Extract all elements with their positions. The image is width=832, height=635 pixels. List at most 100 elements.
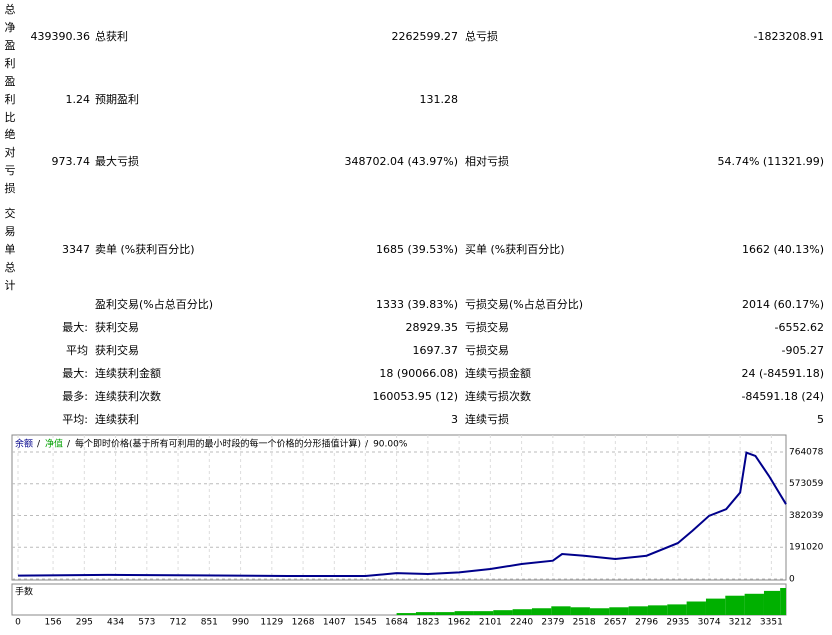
item-value: 3 (451, 413, 458, 426)
row-prefix: 最多: (62, 390, 88, 403)
x-tick-label: 3351 (760, 618, 783, 628)
row-label: 总净盈利 (4, 3, 16, 70)
item-value: -905.27 (781, 344, 824, 357)
y-tick-label: 191020 (789, 543, 824, 553)
x-tick-label: 1545 (354, 618, 377, 628)
volume-bar (396, 613, 416, 615)
item-value: 131.28 (419, 93, 459, 106)
x-tick-label: 573 (138, 618, 155, 628)
y-tick-label: 382039 (789, 511, 824, 521)
x-tick-label: 3212 (729, 618, 752, 628)
volume-bar (686, 601, 706, 615)
row-prefix: 平均: (62, 413, 88, 426)
row-prefix: 平均 (66, 344, 88, 357)
volume-bar (705, 598, 726, 615)
x-tick-label: 0 (15, 618, 21, 628)
row-label: 交易单总计 (4, 207, 16, 292)
x-tick-label: 2935 (666, 618, 689, 628)
y-tick-label: 764078 (789, 447, 824, 457)
volume-bar (454, 611, 474, 615)
legend-sep: / (365, 440, 369, 450)
legend-text: 余额 (15, 438, 33, 450)
legend-sep: / (37, 440, 41, 450)
x-tick-label: 990 (232, 618, 249, 628)
item-value: 28929.35 (405, 321, 459, 334)
chart: 0 191020 382039 573059 764078 0 156 295 434 573 71… (11, 434, 824, 628)
volume-bar (551, 606, 571, 615)
x-tick-label: 3074 (698, 618, 721, 628)
item-label: 亏损交易 (465, 321, 509, 334)
x-tick-label: 1962 (448, 618, 471, 628)
row-value: 439390.36 (30, 30, 91, 43)
item-label: 获利交易 (95, 321, 139, 334)
volume-bar (763, 590, 781, 615)
x-tick-label: 1684 (385, 618, 408, 628)
item-label: 亏损交易 (465, 344, 509, 357)
item-label: 最大亏损 (95, 155, 139, 168)
y-tick-label: 0 (789, 575, 795, 585)
volume-bar (415, 612, 436, 615)
x-tick-label: 2518 (573, 618, 596, 628)
volume-bar (512, 609, 532, 615)
item-label: 总获利 (95, 30, 128, 43)
volume-bar (531, 608, 552, 615)
balance-line (17, 451, 787, 578)
item-label: 连续获利次数 (95, 390, 161, 403)
volume-bar (589, 608, 610, 615)
volume-bar (473, 611, 494, 615)
volume-bar (570, 607, 590, 615)
item-value: 2262599.27 (391, 30, 458, 43)
item-value: 1662 (40.13%) (741, 243, 824, 256)
row-prefix: 最大: (62, 321, 88, 334)
item-value: -84591.18 (24) (741, 390, 824, 403)
item-label: 亏损交易(%占总百分比) (465, 298, 584, 311)
volume-bar (609, 607, 629, 615)
item-value: 18 (90066.08) (379, 367, 458, 380)
item-label: 连续亏损金额 (465, 367, 531, 380)
volume-bar (780, 588, 786, 615)
volume-bar (725, 595, 745, 615)
volume-bar (628, 606, 648, 615)
item-value: 5 (817, 413, 824, 426)
x-tick-label: 434 (107, 618, 124, 628)
item-value: -6552.62 (774, 321, 824, 334)
row-value: 973.74 (51, 155, 91, 168)
item-label: 连续获利金额 (95, 367, 161, 380)
volume-bar (493, 610, 513, 615)
item-label: 预期盈利 (95, 93, 139, 106)
item-value: 1333 (39.83%) (375, 298, 458, 311)
x-tick-label: 2796 (635, 618, 658, 628)
x-tick-label: 2657 (604, 618, 627, 628)
row-label: 绝对亏损 (4, 128, 16, 195)
item-value: 1685 (39.53%) (375, 243, 458, 256)
legend-text: 90.00% (373, 440, 408, 450)
item-label: 连续获利 (95, 413, 139, 426)
volume-label: 手数 (15, 586, 33, 598)
item-value: 54.74% (11321.99) (717, 155, 824, 168)
legend-text: 净值 (45, 438, 63, 450)
volume-bar (667, 604, 687, 615)
row-label: 盈利比 (4, 75, 16, 124)
x-tick-label: 295 (76, 618, 93, 628)
item-label: 盈利交易(%占总百分比) (95, 298, 214, 311)
row-value: 3347 (62, 243, 90, 256)
x-tick-label: 2379 (541, 618, 564, 628)
item-value: 24 (-84591.18) (741, 367, 824, 380)
item-value: 348702.04 (43.97%) (344, 155, 458, 168)
row-value: 1.24 (65, 93, 91, 106)
x-tick-label: 712 (169, 618, 186, 628)
item-label: 相对亏损 (465, 155, 509, 168)
item-label: 总亏损 (465, 30, 498, 43)
x-tick-label: 1407 (323, 618, 346, 628)
legend-text: 每个即时价格(基于所有可利用的最小时段的每一个价格的分形插值计算) (75, 438, 361, 450)
item-label: 获利交易 (95, 344, 139, 357)
item-value: -1823208.91 (753, 30, 824, 43)
item-value: 1697.37 (412, 344, 459, 357)
item-label: 卖单 (%获利百分比) (95, 243, 195, 256)
x-tick-label: 2240 (510, 618, 533, 628)
item-value: 160053.95 (12) (372, 390, 458, 403)
volume-bar (435, 612, 455, 615)
x-tick-label: 1129 (260, 618, 283, 628)
x-tick-label: 1268 (292, 618, 315, 628)
